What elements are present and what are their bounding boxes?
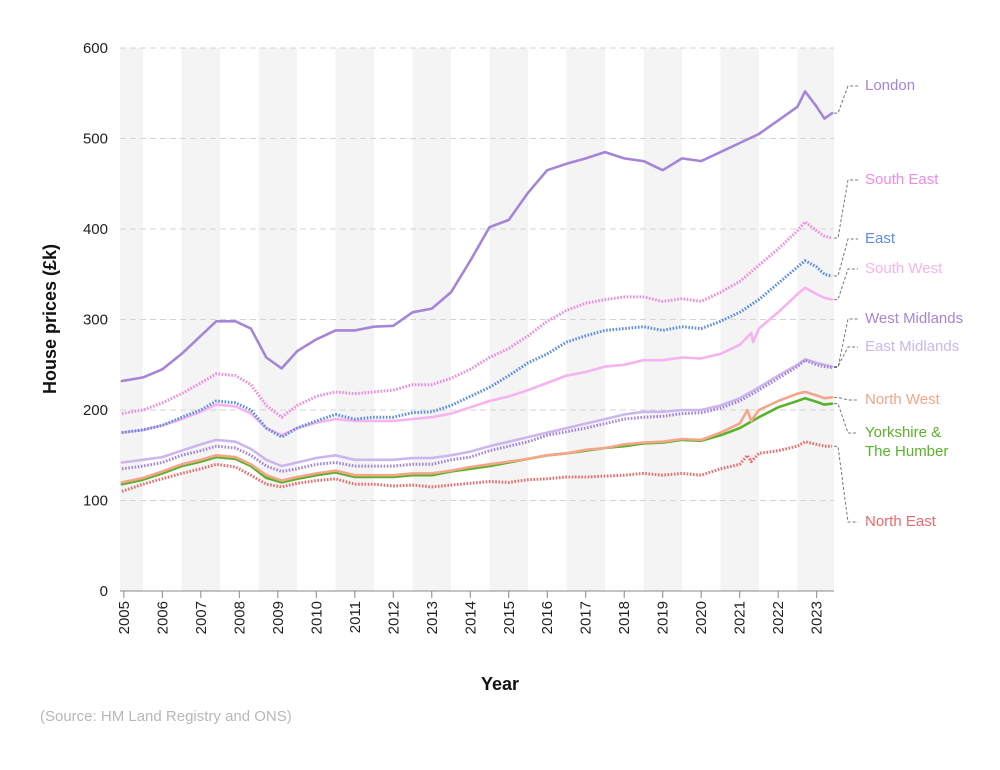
label-connectors <box>834 85 858 523</box>
x-tick-label: 2013 <box>424 601 441 634</box>
x-tick-label: 2020 <box>693 601 710 634</box>
y-tick-label: 200 <box>83 402 108 419</box>
y-tick-label: 0 <box>100 583 108 600</box>
y-tick-label: 400 <box>83 221 108 238</box>
series-line <box>120 286 834 437</box>
x-tick-label: 2008 <box>231 601 248 634</box>
x-tick-label: 2011 <box>347 601 364 633</box>
label-connector <box>834 318 858 368</box>
y-axis-title: House prices (£k) <box>40 244 60 394</box>
series-line <box>121 440 833 493</box>
x-tick-label: 2005 <box>116 601 133 634</box>
series-label: East <box>865 230 896 247</box>
label-connector <box>834 445 858 523</box>
x-tick-label: 2012 <box>385 601 402 634</box>
series-label: West Midlands <box>865 310 963 327</box>
series-line <box>120 390 834 484</box>
series-line <box>121 358 833 473</box>
series-label-line: The Humber <box>865 443 948 460</box>
x-tick-label: 2010 <box>308 601 325 634</box>
series-label: North West <box>865 391 941 408</box>
series-line <box>120 358 834 468</box>
y-tick-label: 600 <box>83 40 108 57</box>
x-tick-label: 2021 <box>732 601 749 634</box>
label-connector <box>834 268 858 301</box>
x-axis-title: Year <box>481 674 519 694</box>
label-connector <box>834 179 858 239</box>
x-tick-label: 2015 <box>501 601 518 634</box>
x-tick-label: 2006 <box>154 601 171 634</box>
label-connector <box>834 346 858 368</box>
series-label-line: Yorkshire & <box>865 424 941 441</box>
y-axis-tick-labels: 0 100 200 300 400 500 600 <box>83 40 108 600</box>
x-tick-label: 2018 <box>616 601 633 634</box>
series-label: South East <box>865 171 939 188</box>
label-connector <box>834 396 858 401</box>
y-tick-label: 100 <box>83 493 108 510</box>
x-tick-label: 2019 <box>655 601 672 634</box>
x-axis-ticks <box>123 591 818 598</box>
x-tick-label: 2023 <box>809 601 826 634</box>
series-label: North East <box>865 513 937 530</box>
series-line <box>120 90 834 383</box>
series-labels: London South East East South West West Midla… <box>865 77 963 530</box>
label-connector <box>834 238 858 277</box>
x-tick-label: 2007 <box>193 601 210 634</box>
year-bands <box>120 48 834 591</box>
series-label: London <box>865 77 915 94</box>
y-tick-label: 500 <box>83 131 108 148</box>
x-tick-label: 2017 <box>578 601 595 634</box>
x-axis-tick-labels: 2005 2006 2007 2008 2009 2010 2011 2012 2013 2014… <box>116 601 826 634</box>
series-line <box>121 259 833 439</box>
series-line <box>120 396 834 486</box>
series-line <box>121 220 833 419</box>
label-connector <box>834 85 858 114</box>
x-tick-label: 2016 <box>539 601 556 634</box>
label-connector <box>834 403 858 434</box>
series-label: South West <box>865 260 943 277</box>
series-label: East Midlands <box>865 338 959 355</box>
x-tick-label: 2014 <box>462 601 479 634</box>
x-tick-label: 2022 <box>770 601 787 634</box>
series-label: Yorkshire & The Humber <box>865 424 948 460</box>
series-lines <box>120 90 834 493</box>
y-tick-label: 300 <box>83 312 108 329</box>
x-tick-label: 2009 <box>270 601 287 634</box>
source-note: (Source: HM Land Registry and ONS) <box>40 708 292 725</box>
